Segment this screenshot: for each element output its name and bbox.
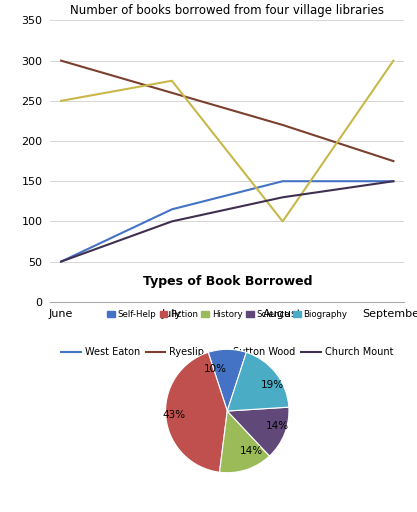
Text: 14%: 14% xyxy=(240,446,264,456)
Legend: West Eaton, Ryeslip, Sutton Wood, Church Mount: West Eaton, Ryeslip, Sutton Wood, Church… xyxy=(58,343,397,361)
Title: Types of Book Borrowed: Types of Book Borrowed xyxy=(143,275,312,288)
Legend: Self-Help, Fiction, History, Science, Biography: Self-Help, Fiction, History, Science, Bi… xyxy=(103,307,351,323)
Church Mount xyxy=(391,178,396,184)
Ryeslip xyxy=(59,57,64,63)
Church Mount xyxy=(59,259,64,265)
Text: 14%: 14% xyxy=(266,421,289,432)
West Eaton xyxy=(169,206,174,212)
Ryeslip xyxy=(280,122,285,128)
Line: West Eaton: West Eaton xyxy=(61,181,393,262)
Ryeslip xyxy=(391,158,396,164)
Sutton Wood xyxy=(169,78,174,84)
Wedge shape xyxy=(227,352,289,411)
Sutton Wood xyxy=(59,98,64,104)
Church Mount xyxy=(169,218,174,224)
Ryeslip xyxy=(169,90,174,96)
Text: 43%: 43% xyxy=(162,410,186,420)
Sutton Wood xyxy=(280,218,285,224)
West Eaton xyxy=(280,178,285,184)
Wedge shape xyxy=(208,349,246,411)
Sutton Wood xyxy=(391,57,396,63)
Title: Number of books borrowed from four village libraries: Number of books borrowed from four villa… xyxy=(70,4,384,16)
Wedge shape xyxy=(227,407,289,456)
Line: Church Mount: Church Mount xyxy=(61,181,393,262)
Wedge shape xyxy=(219,411,269,473)
Church Mount xyxy=(280,194,285,200)
Text: 10%: 10% xyxy=(204,364,227,374)
Wedge shape xyxy=(166,352,227,472)
Line: Ryeslip: Ryeslip xyxy=(61,60,393,161)
Line: Sutton Wood: Sutton Wood xyxy=(61,60,393,221)
West Eaton xyxy=(391,178,396,184)
Text: 19%: 19% xyxy=(261,380,284,390)
West Eaton xyxy=(59,259,64,265)
